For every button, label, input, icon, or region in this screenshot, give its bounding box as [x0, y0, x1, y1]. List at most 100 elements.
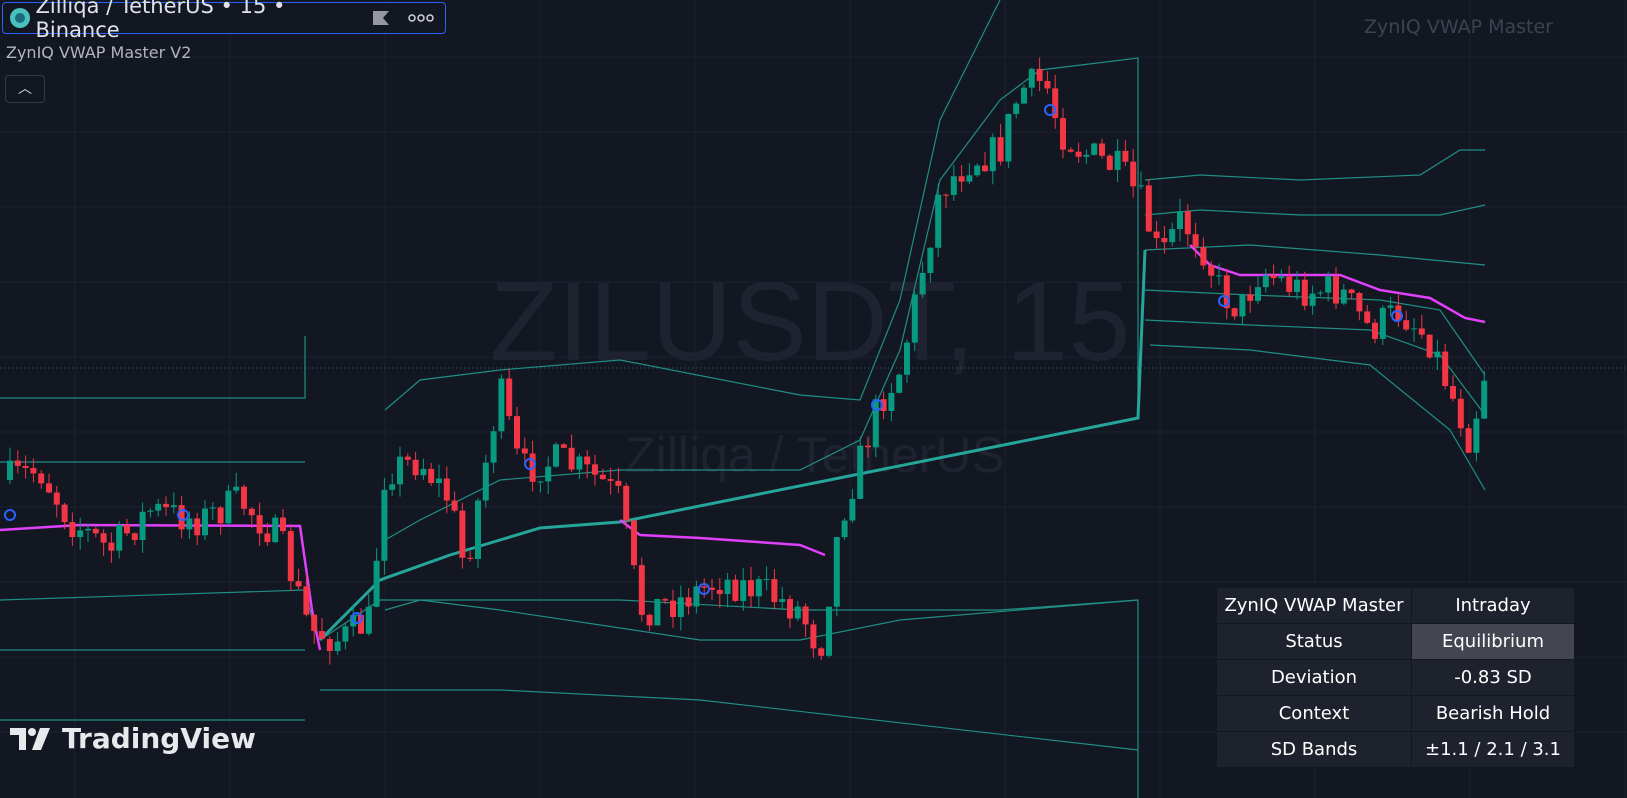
band-line	[319, 599, 1139, 798]
candle-body	[30, 467, 37, 474]
band-line	[384, 0, 1001, 411]
table-row: ZynIQ VWAP Master Intraday	[1216, 587, 1575, 624]
candle-body	[1481, 380, 1488, 419]
candle-body	[568, 447, 575, 470]
vwap-line	[1189, 244, 1486, 324]
candle-body	[685, 597, 692, 607]
candle-body	[311, 614, 318, 632]
candle-body	[389, 484, 396, 490]
candle-body	[701, 586, 708, 588]
candle-body	[436, 478, 442, 484]
candle-body	[272, 517, 279, 543]
candle-body	[599, 474, 606, 480]
signal-marker	[4, 509, 16, 521]
symbol-header[interactable]: Zilliqa / TetherUS • 15 • Binance	[2, 0, 446, 42]
band-line	[1144, 244, 1486, 266]
candle-body	[490, 431, 497, 463]
candle-body	[1294, 279, 1300, 292]
signal-marker	[698, 583, 710, 595]
candle-body	[1333, 276, 1339, 304]
candle-body	[186, 518, 193, 530]
candle-body	[108, 542, 115, 551]
candle-body	[1122, 150, 1129, 162]
candle-body	[1184, 211, 1191, 235]
candle-body	[451, 500, 458, 511]
candle-body	[919, 272, 926, 295]
candle-body	[802, 606, 809, 625]
candle-body	[38, 473, 45, 484]
candle-body	[592, 464, 598, 475]
candle-body	[1348, 289, 1355, 294]
candle-body	[1153, 231, 1160, 239]
table-cell: SD Bands	[1216, 731, 1412, 768]
candle-body	[482, 462, 489, 501]
candle-body	[615, 480, 622, 486]
candle-body	[740, 580, 747, 601]
candle-body	[1067, 149, 1074, 152]
candle-body	[1426, 334, 1433, 358]
candle-body	[537, 481, 544, 483]
vwap-line	[619, 519, 826, 557]
logo-icon	[10, 727, 50, 750]
candle-body	[287, 531, 294, 582]
table-cell: Deviation	[1216, 659, 1412, 696]
candle-body	[958, 176, 965, 182]
candle-body	[709, 587, 715, 590]
candle-body	[560, 444, 567, 448]
candle-body	[241, 486, 247, 509]
symbol-icon	[10, 8, 30, 28]
candle-body	[358, 615, 364, 634]
logo[interactable]: TradingView	[10, 722, 256, 755]
table-row: Context Bearish Hold	[1216, 695, 1575, 732]
signal-marker	[524, 458, 536, 470]
candle-body	[303, 586, 310, 615]
candle-body	[732, 579, 739, 601]
band-line	[1149, 344, 1486, 491]
candle-body	[53, 492, 60, 505]
candle-body	[1216, 275, 1222, 277]
candle-body	[404, 456, 411, 460]
candle-body	[545, 466, 552, 482]
candle-body	[46, 483, 52, 493]
candle-body	[810, 624, 817, 649]
candle-body	[1169, 229, 1176, 243]
candle-body	[1356, 293, 1363, 312]
candle-body	[1387, 305, 1394, 308]
candle-body	[1278, 276, 1285, 279]
table-cell: Bearish Hold	[1411, 695, 1575, 732]
candle-body	[163, 503, 169, 508]
candle-body	[1340, 289, 1347, 304]
candle-body	[607, 479, 614, 481]
candle-body	[77, 530, 84, 538]
candle-body	[724, 579, 731, 594]
candle-body	[373, 560, 380, 607]
vwap-line	[0, 523, 322, 651]
candle-body	[779, 599, 786, 603]
candle-body	[911, 294, 918, 343]
candle-body	[1239, 294, 1246, 317]
candle-body	[1208, 265, 1215, 276]
candle-body	[670, 600, 676, 618]
candle-body	[178, 505, 185, 530]
candle-body	[334, 641, 341, 652]
candle-body	[576, 456, 583, 470]
collapse-button[interactable]: ︿	[5, 75, 45, 103]
candle-body	[1465, 428, 1472, 453]
candle-body	[794, 606, 801, 619]
candle-body	[896, 374, 903, 393]
candle-body	[974, 165, 981, 176]
candle-body	[381, 489, 388, 561]
candle-body	[1099, 143, 1105, 156]
signal-marker	[351, 612, 363, 624]
indicator-label[interactable]: ZynIQ VWAP Master V2	[6, 43, 192, 62]
candle-body	[1286, 276, 1293, 292]
candle-body	[1005, 113, 1012, 162]
candle-body	[1457, 398, 1464, 429]
candle-body	[1255, 287, 1261, 301]
candle-body	[818, 648, 825, 656]
candle-body	[1114, 150, 1121, 170]
vwap-line	[318, 249, 1147, 642]
candle-body	[833, 537, 840, 607]
candle-body	[1262, 275, 1269, 288]
candle-body	[1177, 211, 1183, 230]
